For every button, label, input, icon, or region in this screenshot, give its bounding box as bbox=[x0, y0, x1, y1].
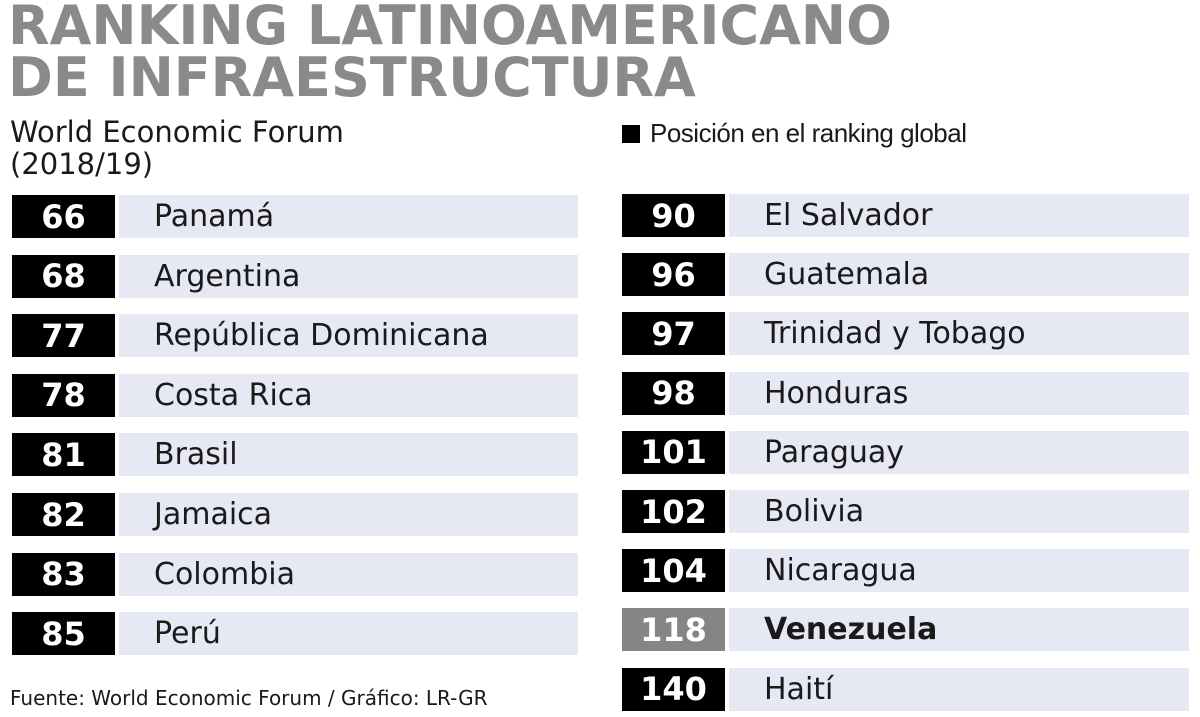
ranking-row: 140 Haití bbox=[622, 667, 1189, 711]
rank-value: 96 bbox=[622, 253, 725, 297]
ranking-row: 96 Guatemala bbox=[622, 253, 1189, 297]
chart-subtitle: World Economic Forum (2018/19) bbox=[10, 116, 344, 180]
subtitle-line-1: World Economic Forum bbox=[10, 115, 344, 149]
rank-value: 101 bbox=[622, 430, 725, 474]
rank-value: 82 bbox=[12, 493, 115, 536]
country-name: Venezuela bbox=[729, 608, 1189, 652]
country-name: Costa Rica bbox=[119, 373, 578, 417]
country-name: Trinidad y Tobago bbox=[729, 312, 1189, 356]
ranking-row: 83 Colombia bbox=[12, 552, 578, 596]
country-name: Brasil bbox=[119, 433, 578, 477]
ranking-row: 82 Jamaica bbox=[12, 493, 578, 536]
country-name: Bolivia bbox=[729, 490, 1189, 533]
rank-value: 68 bbox=[12, 254, 115, 298]
country-name: Haití bbox=[729, 667, 1189, 711]
ranking-row: 85 Perú bbox=[12, 612, 578, 656]
legend-swatch bbox=[622, 124, 640, 143]
rank-value: 77 bbox=[12, 314, 115, 358]
country-name: Paraguay bbox=[729, 430, 1189, 474]
rank-value: 78 bbox=[12, 373, 115, 417]
rank-value: 102 bbox=[622, 490, 725, 533]
rank-value: 85 bbox=[12, 612, 115, 656]
title-line-2: DE INFRAESTRUCTURA bbox=[8, 46, 696, 109]
ranking-row: 78 Costa Rica bbox=[12, 373, 578, 417]
rank-value: 66 bbox=[12, 195, 115, 238]
rank-value: 97 bbox=[622, 312, 725, 356]
footer-source: Fuente: World Economic Forum / Gráfico: … bbox=[10, 686, 488, 710]
ranking-row: 101 Paraguay bbox=[622, 430, 1189, 474]
rank-value: 140 bbox=[622, 667, 725, 711]
rank-value: 98 bbox=[622, 371, 725, 415]
rank-value: 104 bbox=[622, 549, 725, 593]
ranking-row: 66 Panamá bbox=[12, 195, 578, 238]
country-name: Argentina bbox=[119, 254, 578, 298]
country-name: República Dominicana bbox=[119, 314, 578, 358]
country-name: Guatemala bbox=[729, 253, 1189, 297]
country-name: Honduras bbox=[729, 371, 1189, 415]
ranking-row: 102 Bolivia bbox=[622, 490, 1189, 533]
country-name: Panamá bbox=[119, 195, 578, 238]
rank-value: 90 bbox=[622, 194, 725, 237]
ranking-row: 98 Honduras bbox=[622, 371, 1189, 415]
title-line-1: RANKING LATINOAMERICANO bbox=[8, 0, 893, 57]
country-name: Jamaica bbox=[119, 493, 578, 536]
ranking-row: 104 Nicaragua bbox=[622, 549, 1189, 593]
country-name: El Salvador bbox=[729, 194, 1189, 237]
ranking-row: 68 Argentina bbox=[12, 254, 578, 298]
ranking-row: 81 Brasil bbox=[12, 433, 578, 477]
country-name: Nicaragua bbox=[729, 549, 1189, 593]
rank-value: 83 bbox=[12, 552, 115, 596]
country-name: Perú bbox=[119, 612, 578, 656]
ranking-row: 97 Trinidad y Tobago bbox=[622, 312, 1189, 356]
rank-value: 81 bbox=[12, 433, 115, 477]
legend-label: Posición en el ranking global bbox=[650, 118, 967, 148]
chart-title: RANKING LATINOAMERICANO DE INFRAESTRUCTU… bbox=[8, 0, 893, 109]
ranking-row: 118 Venezuela bbox=[622, 608, 1189, 652]
subtitle-line-2: (2018/19) bbox=[10, 147, 154, 181]
ranking-row: 90 El Salvador bbox=[622, 194, 1189, 237]
ranking-row: 77 República Dominicana bbox=[12, 314, 578, 358]
rank-value: 118 bbox=[622, 608, 725, 652]
country-name: Colombia bbox=[119, 552, 578, 596]
legend: Posición en el ranking global bbox=[622, 118, 967, 149]
